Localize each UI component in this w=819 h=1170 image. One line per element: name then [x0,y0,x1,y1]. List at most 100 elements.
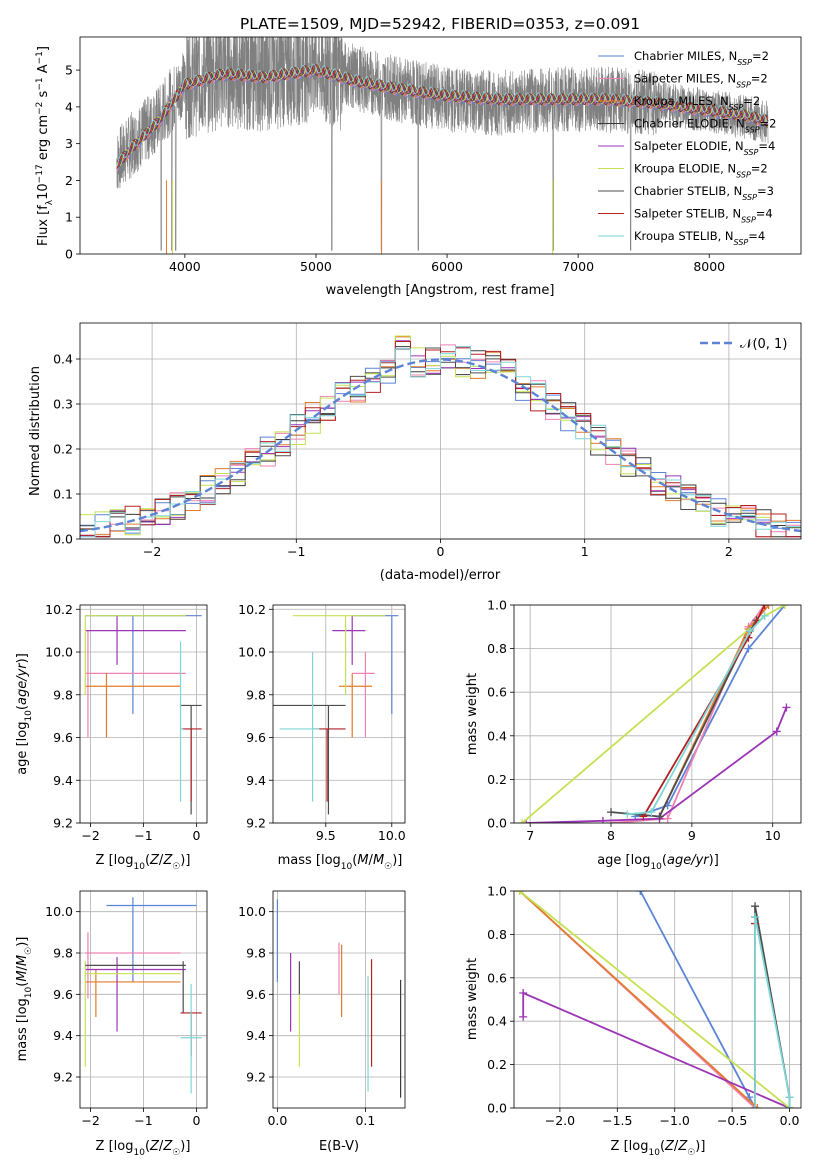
x-tick-label: 0 [192,828,200,843]
y-tick-label: 9.4 [246,1028,266,1043]
data-point-2 [352,652,375,738]
data-point-5 [292,615,386,695]
y-tick-label: 9.8 [53,687,73,702]
y-tick-label: 0.0 [487,1101,507,1116]
data-point-7 [312,728,346,802]
x-tick-label: −0.5 [717,1113,747,1128]
panel-cumulative_mass_vs_age: 7 8 9 10 0.0 0.2 0.4 0.6 0.8 1.0 age [log10(age/yr… [465,598,802,872]
data-point-1 [106,897,197,982]
y-tick-label: 9.6 [246,987,266,1002]
x-axis-label: wavelength [Angstrom, rest frame] [326,283,555,298]
panel-mass_vs_EBV: 0.0 0.1 9.2 9.4 9.6 9.8 10.0 E(B-V) [238,890,406,1154]
legend-entry: Kroupa MILES, NSSP=2 [634,94,760,112]
series-marker [663,814,672,823]
plot-area [84,897,202,1094]
x-tick-label: 5000 [300,259,332,274]
axes-border [513,890,802,1109]
data-point-2 [85,630,186,738]
series-marker [639,812,648,821]
normal-reference-curve [80,358,801,533]
x-tick-label: 0.1 [355,1113,375,1128]
data-point-8 [279,652,320,802]
x-axis-label: mass [log10(M/M☉)] [278,853,403,872]
model-spectrum-9 [116,63,769,167]
x-tick-label: 1 [581,544,589,559]
y-tick-label: 1.0 [487,598,507,613]
y-tick-label: 9.4 [246,773,266,788]
x-tick-label: 10.0 [378,828,406,843]
series-marker [780,605,789,609]
x-tick-label: 0 [192,1113,200,1128]
spectrum-legend: Chabrier MILES, NSSP=2 Salpeter MILES, NS… [598,49,776,247]
x-tick-label: 2 [725,544,733,559]
x-tick-label: 0.0 [780,1113,800,1128]
cumulative-series-4 [526,707,788,823]
x-axis-label: age [log10(age/yr)] [597,853,719,872]
legend-entry: Chabrier ELODIE, NSSP=2 [634,117,776,135]
series-marker [751,902,760,911]
legend-entry: Chabrier STELIB, NSSP=3 [634,184,774,202]
model-spectrum-6 [116,65,769,167]
series-marker [655,812,664,821]
panel-age_vs_mass: 9.5 10.0 9.2 9.4 9.6 9.8 10.0 10.2 mass [log10(M… [238,602,406,872]
series-marker [744,644,753,653]
y-tick-label: 3 [65,136,73,151]
y-tick-label: 0.4 [487,728,507,743]
panel-residual_histogram: −2 −1 0 1 2 0.0 0.1 0.2 0.3 0.4 𝒩(0, 1) (data-model… [28,322,802,583]
x-tick-label: 4000 [169,259,201,274]
x-tick-label: −2 [143,544,161,559]
y-axis-label: Flux [fλ10−17 erg cm−2 s−1 A−1] [35,46,55,246]
x-axis-label: Z [log10(Z/Z☉)] [611,1139,706,1158]
data-point-3 [339,673,372,738]
series-marker [598,816,607,823]
y-tick-label: 9.6 [53,730,73,745]
cumulative-series-6 [610,619,758,818]
legend-entry: Salpeter ELODIE, NSSP=4 [634,139,775,157]
series-marker [764,605,773,609]
cumulative-series-8 [754,916,791,1108]
axes-frame: −2.0 −1.5 −1.0 −0.5 0.0 0.0 0.2 0.4 0.6 0.8 1.0 [487,884,802,1128]
plot-area [273,615,399,815]
y-axis-label: mass [log10(M/M☉)] [15,937,34,1062]
series-marker [636,891,645,895]
y-tick-label: 0.2 [487,772,507,787]
data-point-5 [84,961,181,1067]
x-tick-label: 7 [526,828,534,843]
legend-entry: Salpeter STELIB, NSSP=4 [634,207,773,225]
x-axis-label: Z [log10(Z/Z☉)] [96,853,191,872]
series-marker [751,1104,760,1108]
axes-border [272,604,406,824]
y-tick-label: 9.2 [53,1070,73,1085]
model-spectrum-8 [116,63,769,169]
y-axis-label: mass weight [465,958,480,1040]
y-tick-label: 10.0 [238,904,266,919]
data-point-3 [85,969,181,1018]
data-point-7 [180,728,202,802]
data-point-8 [179,641,184,802]
figure-title: PLATE=1509, MJD=52942, FIBERID=0353, z=0… [240,15,640,33]
y-tick-label: 0.6 [487,970,507,985]
cumulative-series-4 [522,991,790,1108]
series-marker [519,988,528,997]
cumulative-series-8 [627,615,766,816]
y-tick-label: 1.0 [487,884,507,899]
x-tick-label: 6000 [431,259,463,274]
data-point-4 [85,615,186,665]
y-tick-label: 0.1 [53,487,73,502]
x-tick-label: −2 [81,828,99,843]
series-marker [753,1104,762,1108]
plot-area [84,615,202,815]
panel-age_vs_Z: −2 −1 0 9.2 9.4 9.6 9.8 10.0 10.2 Z [log10(Z/Z☉)]… [15,602,208,872]
series-marker [607,808,616,817]
y-tick-label: 5 [65,63,73,78]
x-tick-label: 8000 [693,259,725,274]
plot-area [276,899,402,1098]
cumulative-series-1 [639,891,756,1108]
y-tick-label: 10.0 [45,645,73,660]
y-tick-label: 10.2 [45,602,73,617]
axes-border [79,36,802,255]
y-tick-label: 0 [65,247,73,262]
data-point-8 [180,984,202,1094]
y-tick-label: 9.2 [53,816,73,831]
model-spectrum-7 [116,64,769,168]
